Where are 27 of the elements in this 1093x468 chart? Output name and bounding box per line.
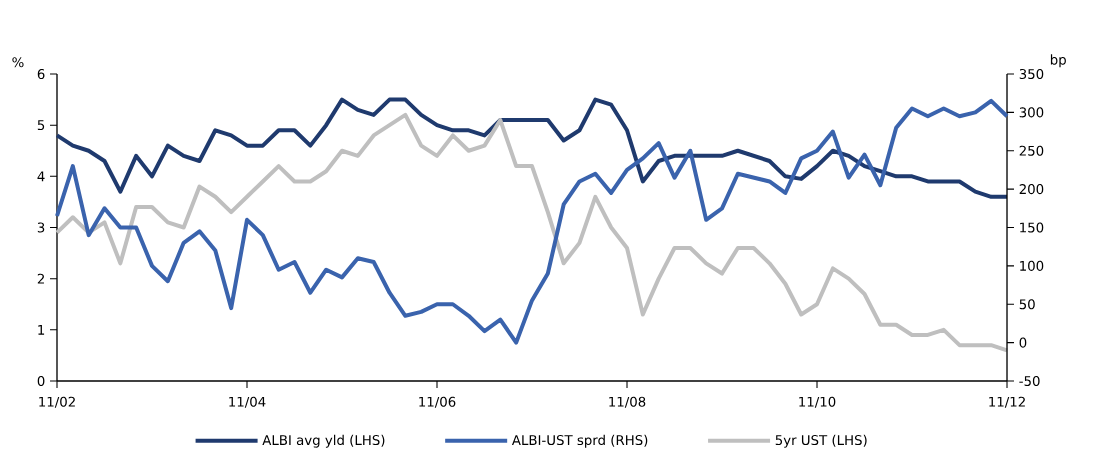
y2-tick-label: 100 [1020, 260, 1044, 271]
y-tick-label: 2 [37, 273, 44, 284]
y2-tick-label: 200 [1019, 184, 1044, 195]
y2-tick-label: 300 [1019, 107, 1044, 118]
y2-tick-label: -50 [1019, 375, 1040, 387]
y2-axis-title: bp [1050, 54, 1066, 68]
y-axis-title: % [12, 57, 24, 68]
legend-label: ALBI avg yld (LHS) [262, 434, 385, 448]
y2-tick-label: 350 [1019, 68, 1044, 80]
y2-tick-label: 0 [1019, 337, 1027, 348]
y-tick-label: 6 [37, 68, 45, 80]
y-tick-label: 4 [37, 171, 45, 182]
y2-tick-label: 50 [1019, 299, 1035, 310]
x-tick-label: 11/12 [989, 396, 1025, 408]
legend-label: ALBI-UST sprd (RHS) [511, 434, 648, 448]
y2-tick-label: 250 [1019, 145, 1044, 156]
x-tick-label: 11/06 [419, 396, 456, 408]
y2-tick-label: 150 [1020, 222, 1044, 233]
x-tick-label: 11/08 [609, 396, 646, 408]
legend-label: 5yr UST (LHS) [775, 434, 867, 448]
y-tick-label: 0 [37, 375, 45, 387]
x-tick-label: 11/10 [799, 396, 836, 408]
x-tick-label: 11/04 [229, 396, 266, 408]
y-tick-label: 1 [38, 324, 45, 335]
y-tick-label: 3 [37, 222, 45, 233]
y-tick-label: 5 [37, 120, 45, 131]
x-tick-label: 11/02 [39, 396, 75, 408]
